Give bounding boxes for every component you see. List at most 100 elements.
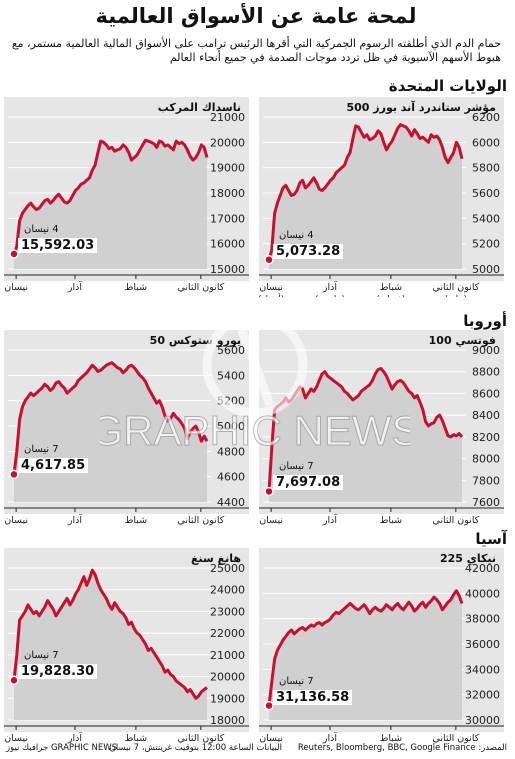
y-tick-label: 20000 — [210, 136, 245, 149]
x-tick-sublabel: (يناير) — [445, 295, 467, 297]
y-tick-label: 15000 — [210, 263, 245, 276]
last-value-label: 31,136.58 — [273, 689, 353, 705]
x-tick-label: نيسان — [259, 282, 283, 293]
last-value-label: 5,073.28 — [273, 243, 344, 259]
x-tick-label: كانون الثاني — [177, 515, 224, 526]
chart-title: مؤشر ستاندرد آند بورز 500 — [346, 101, 496, 114]
series-line — [12, 361, 209, 475]
last-value-label: 15,592.03 — [18, 238, 98, 253]
last-value-label: 4,617.85 — [18, 458, 89, 474]
x-tick-label: آذار — [67, 513, 82, 526]
x-tick-label: نيسان — [4, 282, 28, 293]
y-tick-label: 17000 — [210, 212, 245, 225]
y-tick-label: 5400 — [217, 369, 245, 382]
y-tick-label: 19000 — [210, 162, 245, 175]
y-tick-label: 34000 — [465, 663, 500, 676]
y-tick-label: 22000 — [210, 627, 245, 640]
y-tick-label: 8600 — [472, 387, 500, 400]
footer-note: البيانات الساعة 12:00 بتوقيت غرينتش، 7 ن… — [109, 743, 282, 753]
y-tick-label: 5600 — [472, 187, 500, 200]
last-point-marker — [264, 486, 274, 497]
y-tick-label: 23000 — [210, 605, 245, 618]
y-tick-label: 25000 — [210, 562, 245, 575]
chart-title: هانغ سنغ — [190, 552, 241, 565]
last-point-marker — [264, 700, 274, 711]
x-tick-label: آذار — [322, 513, 337, 526]
chart-hangseng: 18000 19000 20000 21000 22000 23000 24000 25000… — [4, 548, 249, 748]
footer-source: المصدر: Reuters, Bloomberg, BBC, Google … — [297, 743, 507, 753]
x-tick-label: آذار — [67, 731, 82, 744]
chart-title: فوتسي 100 — [428, 334, 496, 347]
y-tick-label: 21000 — [210, 111, 245, 124]
x-tick-label: نيسان — [4, 515, 28, 526]
x-tick-label: كانون الثاني — [432, 733, 479, 744]
region-europe-label: أوروبا — [463, 312, 507, 330]
x-tick-label: شباط — [125, 282, 148, 293]
last-point-marker — [9, 469, 19, 480]
y-tick-label: 5800 — [472, 162, 500, 175]
series-line — [12, 568, 208, 700]
x-tick-label: نيسان — [259, 733, 283, 744]
y-tick-label: 8400 — [472, 409, 500, 422]
series-area — [269, 590, 462, 720]
series-area — [269, 368, 462, 502]
y-tick-label: 18000 — [210, 187, 245, 200]
chart-svg: 30000 32000 34000 36000 38000 40000 42000 كانون… — [259, 548, 504, 744]
x-tick-label: آذار — [322, 731, 337, 744]
chart-nikkei: 30000 32000 34000 36000 38000 40000 42000 كانون… — [259, 548, 504, 748]
last-date-label: 7 نيسان — [279, 675, 314, 687]
region-us-label: الولايات المتحدة — [388, 77, 507, 95]
y-tick-label: 36000 — [465, 638, 500, 651]
y-tick-label: 7800 — [472, 474, 500, 487]
chart-svg: 5000 5200 5400 5600 5800 6000 6200 كانون الثاني… — [259, 97, 504, 297]
y-tick-label: 18000 — [210, 714, 245, 727]
watermark-logo: GRAPHIC NEWS — [100, 312, 410, 455]
y-tick-label: 4400 — [217, 496, 245, 509]
series-area — [14, 140, 207, 269]
y-tick-label: 5000 — [472, 263, 500, 276]
chart-title: ناسداك المركب — [157, 101, 241, 114]
x-tick-label: شباط — [380, 733, 403, 744]
page-subtitle: حمام الدم الذي أطلقته الرسوم الجمركية ال… — [11, 37, 501, 64]
x-tick-sublabel: (مارس) — [315, 295, 345, 297]
y-tick-label: 8000 — [472, 453, 500, 466]
last-date-label: 7 نيسان — [24, 444, 59, 456]
chart-title: يورو ستوكس 50 — [149, 334, 241, 347]
x-tick-label: كانون الثاني — [432, 515, 479, 526]
y-tick-label: 4800 — [217, 445, 245, 458]
x-tick-label: شباط — [380, 515, 403, 526]
chart-title: نيكاي 225 — [439, 552, 496, 565]
x-tick-label: نيسان — [259, 515, 283, 526]
x-tick-sublabel: (فبراير) — [376, 295, 405, 297]
series-line — [267, 589, 464, 706]
y-tick-label: 38000 — [465, 613, 500, 626]
y-tick-label: 4600 — [217, 471, 245, 484]
y-tick-label: 8200 — [472, 431, 500, 444]
x-tick-sublabel: (أبريل) — [259, 293, 284, 297]
y-tick-label: 7600 — [472, 496, 500, 509]
last-date-label: 4 نيسان — [279, 229, 314, 241]
chart-nasdaq: 15000 16000 17000 18000 19000 20000 21000 كانون… — [4, 97, 249, 297]
last-point-marker — [9, 249, 19, 259]
series-line — [267, 123, 464, 261]
y-tick-label: 16000 — [210, 238, 245, 251]
last-value-label: 19,828.30 — [18, 664, 98, 680]
y-tick-label: 21000 — [210, 649, 245, 662]
x-tick-label: كانون الثاني — [177, 733, 224, 744]
x-tick-label: شباط — [380, 282, 403, 293]
y-tick-label: 32000 — [465, 689, 500, 702]
last-value-label: 7,697.08 — [273, 475, 344, 491]
footer-credit: GRAPHIC NEWS جرافيك نيوز — [6, 743, 118, 753]
y-tick-label: 8800 — [472, 366, 500, 379]
last-date-label: 7 نيسان — [279, 461, 314, 473]
last-date-label: 4 نيسان — [24, 224, 59, 235]
y-tick-label: 24000 — [210, 584, 245, 597]
y-tick-label: 20000 — [210, 671, 245, 684]
x-tick-label: شباط — [125, 515, 148, 526]
y-tick-label: 5400 — [472, 212, 500, 225]
region-asia-label: آسيا — [475, 530, 507, 548]
y-tick-label: 40000 — [465, 587, 500, 600]
series-line — [12, 138, 209, 255]
y-tick-label: 5600 — [217, 344, 245, 357]
